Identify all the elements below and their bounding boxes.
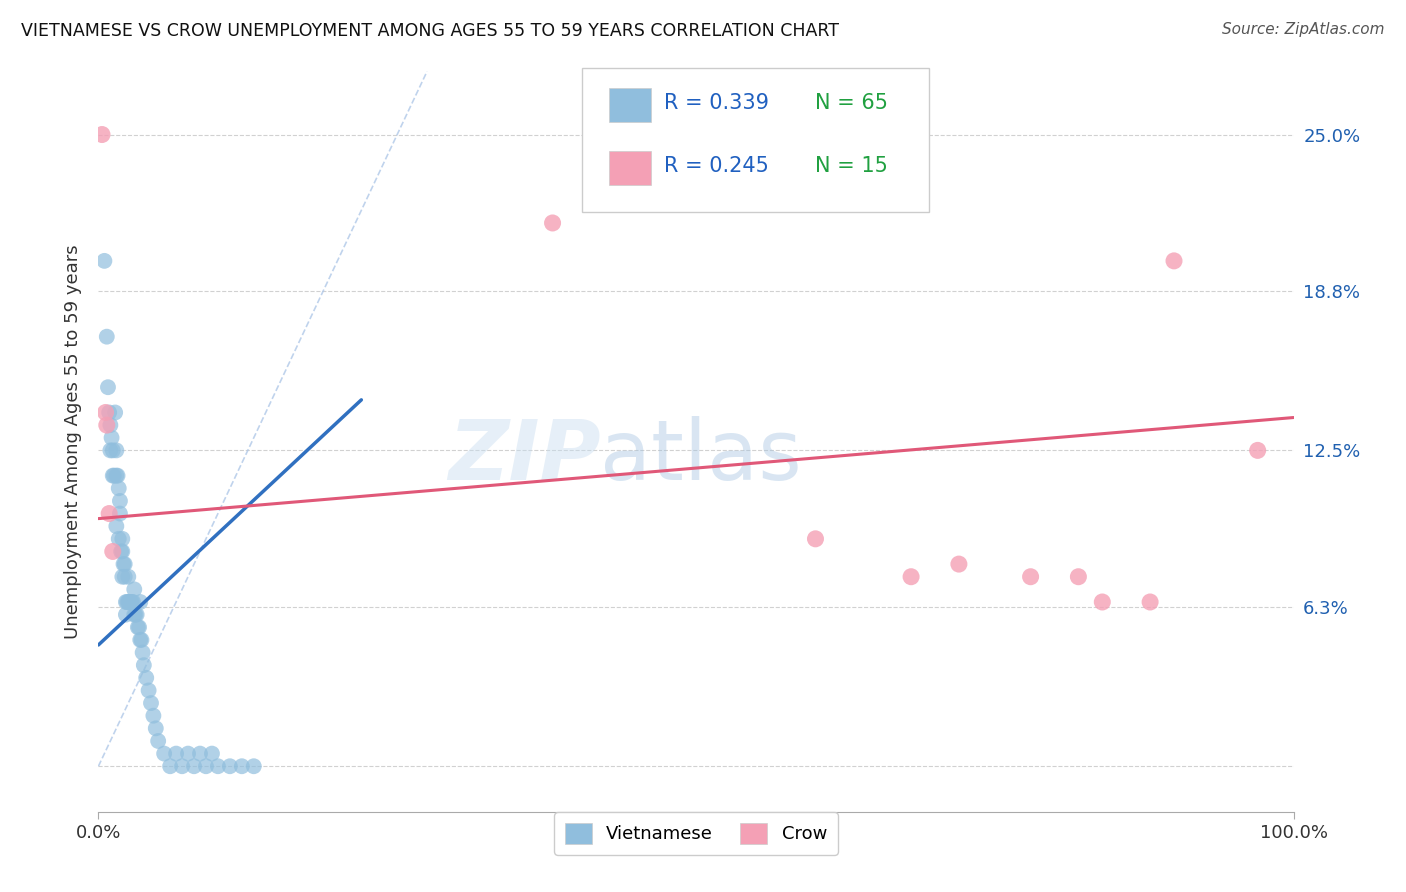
Point bbox=[207, 759, 229, 773]
Point bbox=[115, 595, 138, 609]
Point bbox=[101, 468, 124, 483]
Point bbox=[108, 507, 131, 521]
Point bbox=[110, 544, 132, 558]
Point bbox=[138, 683, 160, 698]
Point bbox=[145, 722, 167, 736]
Point bbox=[132, 658, 155, 673]
Point bbox=[148, 734, 170, 748]
Point bbox=[107, 481, 129, 495]
Point bbox=[124, 607, 146, 622]
Point bbox=[142, 708, 165, 723]
Point bbox=[172, 759, 194, 773]
Y-axis label: Unemployment Among Ages 55 to 59 years: Unemployment Among Ages 55 to 59 years bbox=[63, 244, 82, 639]
Point bbox=[104, 405, 127, 419]
Point bbox=[98, 405, 121, 419]
Text: atlas: atlas bbox=[600, 416, 801, 497]
Point bbox=[101, 544, 124, 558]
Point bbox=[159, 759, 181, 773]
Legend: Vietnamese, Crow: Vietnamese, Crow bbox=[554, 812, 838, 855]
Point bbox=[124, 582, 146, 597]
Point bbox=[101, 443, 124, 458]
Text: N = 65: N = 65 bbox=[815, 93, 889, 113]
Point bbox=[243, 759, 266, 773]
Point bbox=[100, 431, 122, 445]
Point bbox=[541, 216, 564, 230]
Text: VIETNAMESE VS CROW UNEMPLOYMENT AMONG AGES 55 TO 59 YEARS CORRELATION CHART: VIETNAMESE VS CROW UNEMPLOYMENT AMONG AG… bbox=[21, 22, 839, 40]
Point bbox=[201, 747, 224, 761]
Text: ZIP: ZIP bbox=[447, 416, 600, 497]
Point bbox=[1139, 595, 1161, 609]
Point bbox=[165, 747, 187, 761]
Point bbox=[177, 747, 200, 761]
Point bbox=[120, 595, 142, 609]
Point bbox=[115, 595, 138, 609]
Point bbox=[98, 443, 122, 458]
Point bbox=[124, 607, 146, 622]
Point bbox=[1163, 253, 1185, 268]
Point bbox=[96, 418, 118, 433]
Point bbox=[115, 607, 138, 622]
Point bbox=[195, 759, 218, 773]
Point bbox=[122, 595, 145, 609]
FancyBboxPatch shape bbox=[609, 152, 651, 185]
Point bbox=[127, 620, 149, 634]
Point bbox=[1247, 443, 1270, 458]
Point bbox=[91, 128, 114, 142]
Point bbox=[105, 519, 128, 533]
FancyBboxPatch shape bbox=[582, 68, 929, 212]
Point bbox=[117, 595, 139, 609]
Point bbox=[112, 557, 135, 571]
Point bbox=[219, 759, 242, 773]
Point bbox=[1091, 595, 1114, 609]
Point bbox=[1067, 570, 1090, 584]
Point bbox=[117, 570, 139, 584]
Point bbox=[135, 671, 157, 685]
Point bbox=[93, 253, 115, 268]
Point bbox=[131, 632, 153, 647]
Point bbox=[105, 468, 128, 483]
Point bbox=[125, 607, 148, 622]
Point bbox=[139, 696, 162, 710]
Point bbox=[231, 759, 253, 773]
Point bbox=[121, 595, 143, 609]
Point bbox=[103, 468, 125, 483]
Point bbox=[111, 544, 134, 558]
Point bbox=[98, 418, 122, 433]
Point bbox=[111, 532, 134, 546]
Point bbox=[111, 570, 134, 584]
Point bbox=[114, 570, 136, 584]
Point bbox=[183, 759, 205, 773]
Point bbox=[107, 468, 129, 483]
Point bbox=[129, 632, 152, 647]
Point bbox=[97, 380, 120, 394]
Point bbox=[98, 507, 121, 521]
Point bbox=[105, 443, 128, 458]
Point bbox=[108, 494, 131, 508]
Point bbox=[153, 747, 176, 761]
Text: R = 0.339: R = 0.339 bbox=[664, 93, 769, 113]
Text: Source: ZipAtlas.com: Source: ZipAtlas.com bbox=[1222, 22, 1385, 37]
Point bbox=[128, 620, 150, 634]
Point bbox=[948, 557, 970, 571]
Point bbox=[114, 557, 136, 571]
Point bbox=[129, 595, 152, 609]
Text: R = 0.245: R = 0.245 bbox=[664, 156, 769, 176]
Point bbox=[900, 570, 922, 584]
Point bbox=[96, 329, 118, 343]
Point bbox=[1019, 570, 1042, 584]
Point bbox=[94, 405, 117, 419]
Point bbox=[118, 595, 141, 609]
Point bbox=[188, 747, 211, 761]
Text: N = 15: N = 15 bbox=[815, 156, 889, 176]
Point bbox=[131, 646, 153, 660]
FancyBboxPatch shape bbox=[609, 88, 651, 121]
Point bbox=[804, 532, 827, 546]
Point bbox=[107, 532, 129, 546]
